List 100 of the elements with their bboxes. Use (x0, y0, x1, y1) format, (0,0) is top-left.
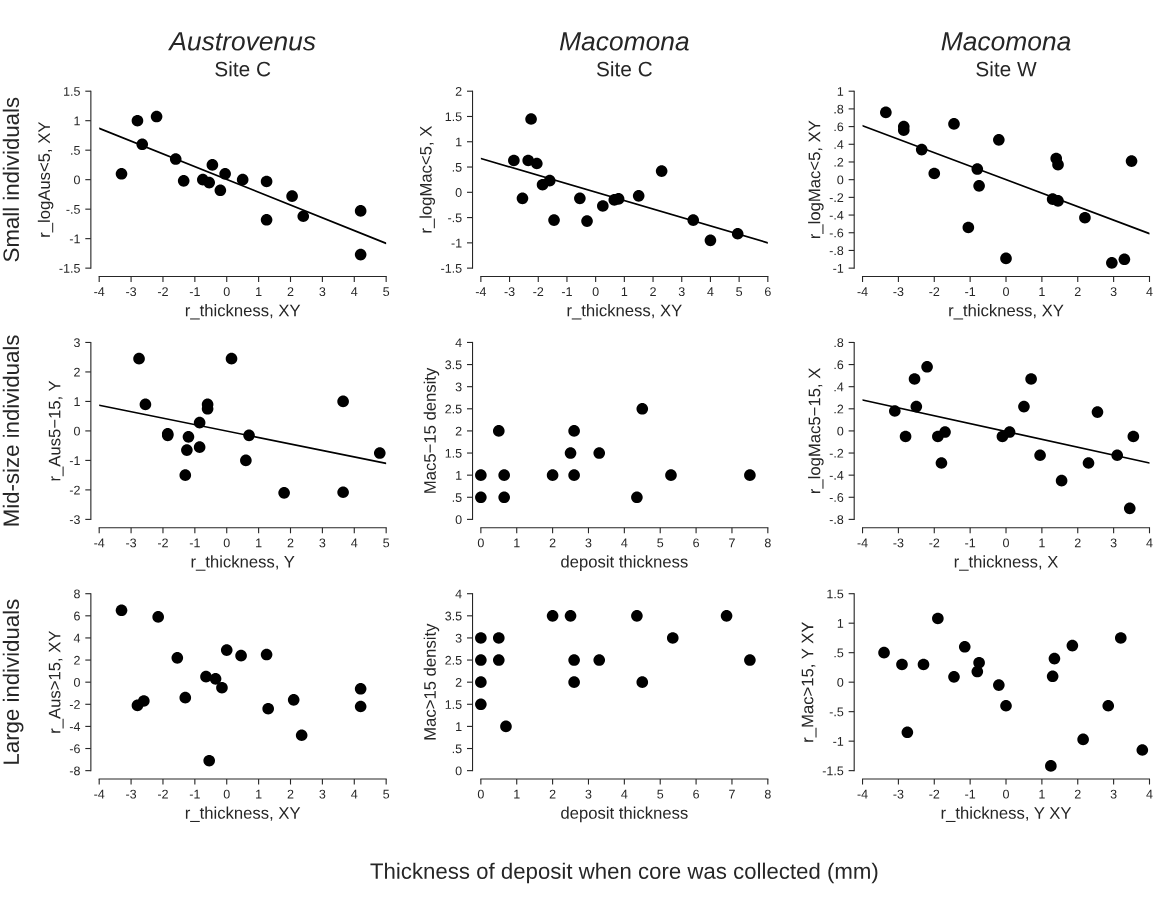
point (564, 447, 577, 459)
x-axis-title: r_thickness, XY (185, 806, 301, 822)
point (1055, 474, 1068, 487)
point (1045, 760, 1057, 772)
point (139, 398, 152, 411)
point (597, 200, 609, 212)
point (962, 221, 975, 234)
y-tick-label: 0 (455, 515, 462, 525)
point (720, 610, 733, 622)
point (581, 215, 593, 227)
y-axis-title: r_logMac<5, XY (808, 120, 824, 239)
y-tick-label: 2 (74, 367, 80, 377)
y-tick-label: .2 (834, 157, 844, 167)
point (225, 352, 238, 365)
x-tick-label: 6 (693, 789, 700, 799)
x-tick-label: -1 (965, 538, 976, 548)
x-tick-label: 3 (319, 287, 326, 297)
point (1000, 699, 1012, 712)
y-tick-label: 3.5 (445, 360, 462, 370)
x-tick-label: 1 (621, 287, 628, 296)
point (492, 654, 505, 666)
point (240, 454, 252, 467)
y-tick-label: .8 (834, 104, 844, 114)
x-tick-label: -4 (857, 538, 868, 548)
x-tick-label: 1 (256, 287, 262, 296)
point (475, 654, 487, 666)
y-tick-label: -1.5 (441, 264, 462, 273)
x-tick-label: -1 (965, 789, 976, 799)
point (1114, 632, 1127, 644)
point (220, 644, 233, 656)
point (373, 447, 386, 459)
x-tick-label: 2 (287, 789, 294, 799)
y-tick-label: .6 (834, 122, 844, 132)
x-axis-title: deposit thickness (561, 555, 688, 571)
point (150, 110, 163, 123)
x-axis-title: r_thickness, Y (191, 555, 295, 571)
y-tick-label: .5 (71, 146, 80, 155)
x-tick-label: 4 (1146, 789, 1153, 799)
y-tick-label: 1.5 (445, 448, 462, 458)
x-tick-label: -3 (126, 538, 137, 548)
x-tick-label: 4 (1146, 287, 1153, 296)
y-tick-label: -.4 (829, 210, 844, 220)
y-tick-label: -4 (69, 722, 81, 731)
x-tick-label: 7 (729, 789, 735, 799)
point (337, 486, 349, 499)
text: Thickness of deposit when core was collected (mm) (370, 862, 878, 884)
y-tick-label: 1.5 (64, 87, 80, 96)
y-tick-label: 0 (73, 426, 80, 436)
x-tick-label: 5 (383, 538, 390, 548)
point (896, 658, 908, 671)
y-tick-label: -.5 (448, 213, 462, 223)
point (948, 671, 960, 683)
x-tick-label: 8 (764, 789, 771, 799)
y-tick-label: -.8 (829, 515, 844, 525)
x-tick-label: 1 (1039, 287, 1045, 296)
point (631, 491, 643, 504)
point (546, 610, 559, 622)
point (475, 676, 487, 688)
y-tick-label: 2.5 (445, 404, 462, 414)
point (939, 426, 951, 438)
point (1048, 652, 1061, 665)
point (1102, 699, 1115, 712)
point (354, 205, 367, 217)
text: Mid-size individuals (2, 335, 20, 526)
point (531, 157, 543, 170)
point (568, 425, 580, 437)
point (214, 184, 227, 197)
point (1106, 257, 1118, 269)
point (475, 469, 487, 481)
x-tick-label: 4 (621, 789, 628, 799)
point (1034, 449, 1046, 462)
point (152, 611, 164, 623)
y-tick-label: 0 (837, 175, 844, 185)
point (492, 632, 505, 644)
y-tick-label: 4 (455, 338, 462, 347)
x-tick-label: -3 (126, 287, 137, 297)
y-tick-label: 1 (456, 137, 462, 147)
y-tick-label: .4 (834, 140, 844, 149)
x-tick-label: 0 (223, 789, 230, 799)
y-tick-label: 1 (74, 397, 80, 406)
point (1127, 430, 1140, 443)
x-tick-label: 1 (256, 789, 262, 799)
x-tick-label: -3 (504, 287, 515, 297)
point (704, 234, 717, 247)
x-tick-label: 3 (585, 789, 592, 799)
point (878, 646, 890, 659)
x-tick-label: 4 (351, 789, 358, 799)
y-tick-label: 1 (837, 87, 844, 96)
y-tick-label: 0 (73, 175, 80, 185)
y-tick-label: 2.5 (445, 655, 462, 665)
x-tick-label: -3 (893, 789, 904, 799)
point (287, 694, 300, 706)
chart-title: Austrovenus (168, 32, 316, 51)
point (744, 469, 756, 481)
point (181, 444, 193, 456)
x-tick-label: 2 (1074, 789, 1081, 799)
y-tick-label: .5 (452, 744, 462, 754)
point (262, 702, 274, 715)
point (1079, 211, 1091, 224)
y-tick-label: 1 (837, 619, 844, 628)
